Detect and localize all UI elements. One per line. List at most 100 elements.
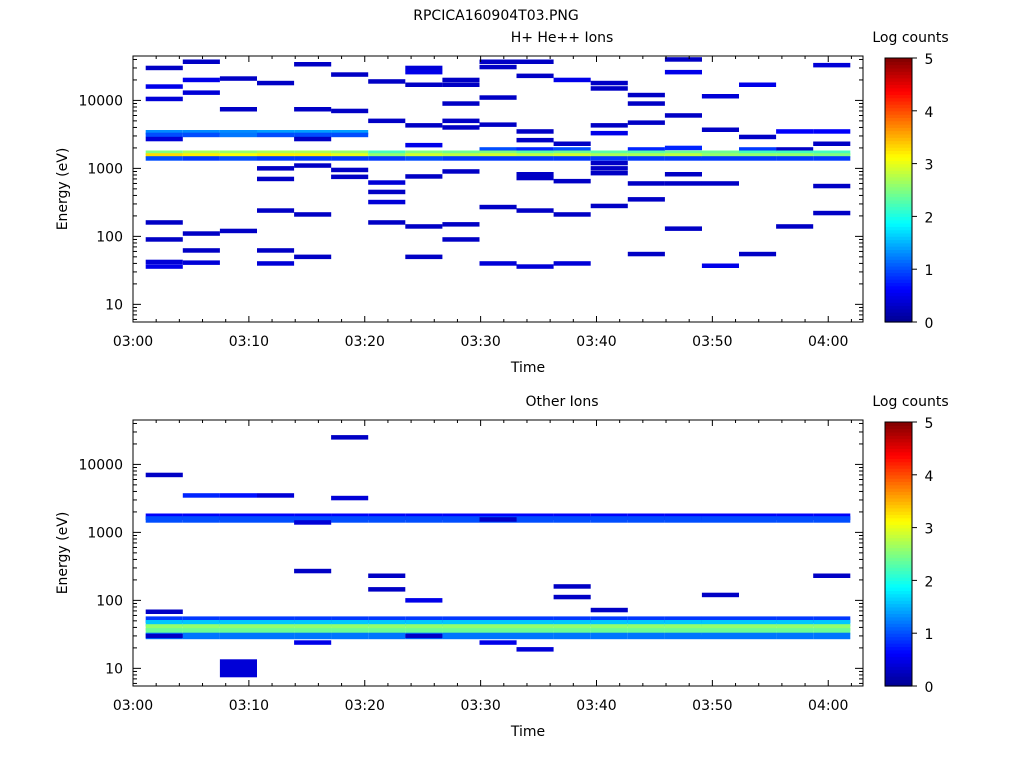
heatmap-cell: [701, 516, 739, 523]
heatmap-cell: [145, 259, 183, 265]
colorbar: 0 1 2 3 4 5 Log counts: [872, 394, 948, 696]
colorbar-segment: [885, 534, 912, 539]
heatmap-cell: [442, 632, 480, 640]
heatmap-cell: [813, 210, 851, 216]
x-tick-label: 03:20: [345, 698, 385, 714]
colorbar-segment: [885, 308, 912, 313]
colorbar-segment: [885, 554, 912, 558]
heatmap-cell: [405, 633, 443, 639]
colorbar-segment: [885, 603, 912, 608]
colorbar-segment: [885, 173, 912, 178]
colorbar-segment: [885, 312, 912, 316]
heatmap-cell: [219, 153, 257, 158]
heatmap-cell: [442, 125, 480, 130]
heatmap-cell: [701, 616, 739, 623]
colorbar-tick-label: 1: [925, 263, 934, 279]
heatmap-cell: [182, 150, 220, 155]
colorbar-segment: [885, 587, 912, 591]
colorbar-segment: [885, 471, 912, 476]
colorbar-segment: [885, 537, 912, 542]
heatmap-cell: [590, 86, 628, 91]
panel-title: H+ He++ Ions: [511, 30, 614, 46]
colorbar-segment: [885, 229, 912, 234]
heatmap-cell: [442, 516, 480, 523]
heatmap-cell: [405, 123, 443, 128]
heatmap-cell: [516, 172, 554, 177]
heatmap-cell: [590, 156, 628, 161]
heatmap-cell: [553, 516, 591, 523]
heatmap-cell: [257, 156, 295, 161]
heatmap-cell: [257, 150, 295, 155]
heatmap-cell: [368, 573, 406, 578]
heatmap-cell: [331, 167, 369, 173]
heatmap-cell: [405, 516, 443, 523]
heatmap-cell: [145, 472, 183, 478]
heatmap-cell: [739, 156, 777, 161]
heatmap-cell: [368, 199, 406, 205]
colorbar-segment: [885, 626, 912, 631]
panel-1: 03:00 03:10 03:20 03:30 03:40 03:50 04:0010100…: [55, 30, 949, 376]
colorbar-segment: [885, 117, 912, 122]
heatmap-cell: [442, 624, 480, 631]
heatmap-cell: [294, 624, 332, 631]
heatmap-cell: [182, 624, 220, 631]
heatmap-cell: [590, 624, 628, 631]
colorbar-segment: [885, 196, 912, 201]
colorbar-tick-label: 5: [925, 416, 934, 432]
heatmap-cell: [442, 82, 480, 87]
heatmap-cell: [219, 228, 257, 234]
heatmap-cell: [479, 156, 517, 161]
heatmap-cell: [813, 156, 851, 161]
heatmap-cell: [553, 628, 591, 635]
heatmap-cell: [182, 616, 220, 623]
heatmap-cell: [294, 516, 332, 523]
colorbar-segment: [885, 199, 912, 204]
colorbar-segment: [885, 186, 912, 191]
colorbar-segment: [885, 653, 912, 657]
heatmap-cell: [627, 620, 665, 627]
heatmap-cell: [257, 80, 295, 86]
heatmap-cell: [701, 150, 739, 155]
colorbar-segment: [885, 176, 912, 181]
colorbar-segment: [885, 646, 912, 651]
heatmap-cell: [813, 150, 851, 155]
heatmap-cell: [182, 132, 220, 138]
colorbar-segment: [885, 150, 912, 155]
heatmap-cell: [405, 153, 443, 158]
heatmap-cell: [145, 264, 183, 269]
heatmap-cell: [776, 628, 814, 635]
colorbar-segment: [885, 606, 912, 611]
colorbar-segment: [885, 557, 912, 562]
heatmap-cell: [701, 632, 739, 640]
heatmap-cell: [701, 263, 739, 268]
heatmap-cell: [368, 587, 406, 592]
heatmap-cell: [257, 632, 295, 640]
panel-2: 03:00 03:10 03:20 03:30 03:40 03:50 04:0010100…: [55, 394, 949, 740]
colorbar-segment: [885, 242, 912, 247]
heatmap-cell: [294, 130, 332, 135]
colorbar-segment: [885, 77, 912, 82]
heatmap-cell: [368, 79, 406, 84]
colorbar-segment: [885, 461, 912, 466]
heatmap-cell: [145, 96, 183, 102]
colorbar-segment: [885, 441, 912, 446]
colorbar-segment: [885, 464, 912, 469]
heatmap-cell: [479, 640, 517, 645]
colorbar-segment: [885, 67, 912, 72]
colorbar-segment: [885, 474, 912, 479]
heatmap-cell: [145, 616, 183, 623]
heatmap-cell: [219, 107, 257, 112]
heatmap-cell: [294, 520, 332, 525]
colorbar-segment: [885, 577, 912, 581]
colorbar-segment: [885, 610, 912, 614]
colorbar-segment: [885, 262, 912, 267]
colorbar-segment: [885, 203, 912, 208]
heatmap-cell: [257, 153, 295, 158]
colorbar-segment: [885, 517, 912, 522]
heatmap-cell: [627, 624, 665, 631]
y-tick-label: 100: [96, 593, 123, 609]
colorbar-segment: [885, 104, 912, 109]
heatmap-cell: [739, 251, 777, 257]
heatmap-cell: [590, 160, 628, 166]
heatmap-cell: [553, 261, 591, 266]
